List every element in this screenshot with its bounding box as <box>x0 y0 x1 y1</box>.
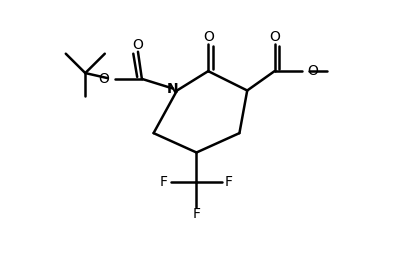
Text: F: F <box>193 207 200 221</box>
Text: F: F <box>160 175 168 189</box>
Text: F: F <box>225 175 233 189</box>
Text: O: O <box>269 30 280 44</box>
Text: O: O <box>98 72 109 86</box>
Text: O: O <box>132 38 143 52</box>
Text: O: O <box>308 64 319 78</box>
Text: N: N <box>167 82 178 96</box>
Text: O: O <box>203 30 214 44</box>
